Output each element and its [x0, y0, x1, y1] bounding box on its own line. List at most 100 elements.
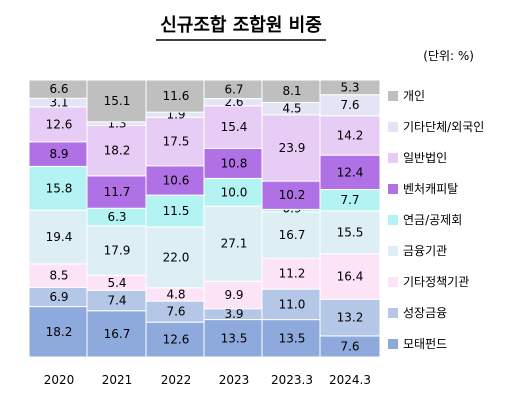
- bar-segment: [145, 79, 207, 113]
- data-label: 3.1: [49, 96, 68, 110]
- bar-segment: [28, 106, 90, 143]
- legend: 개인기타단체/외국인일반법인벤처캐피탈연금/공제회금융기관기타정책기관성장금융모…: [388, 89, 484, 351]
- data-label: 8.1: [282, 84, 301, 98]
- data-label: 10.2: [279, 188, 306, 202]
- data-label: 11.2: [279, 267, 306, 281]
- data-label: 16.4: [337, 270, 364, 284]
- legend-swatch: [388, 246, 398, 256]
- legend-label: 개인: [403, 89, 425, 103]
- data-label: 3.9: [224, 307, 243, 321]
- x-tick-label: 2023.3: [271, 373, 313, 387]
- legend-swatch: [388, 308, 398, 318]
- data-label: 7.4: [107, 293, 126, 307]
- data-label: 19.4: [46, 230, 73, 244]
- x-tick-label: 2024.3: [329, 373, 371, 387]
- bar-segment: [319, 79, 381, 96]
- bar-segment: [86, 225, 148, 276]
- bar-segment: [203, 280, 265, 310]
- bar-segment: [319, 154, 381, 191]
- data-label: 18.2: [46, 325, 73, 339]
- data-label: 7.7: [340, 193, 359, 207]
- legend-swatch: [388, 215, 398, 225]
- legend-label: 기타정책기관: [403, 274, 469, 289]
- data-label: 13.5: [279, 331, 306, 345]
- data-label: 17.5: [163, 135, 190, 149]
- bar-segment: [261, 180, 323, 210]
- data-label: 13.5: [221, 331, 248, 345]
- unit-label: (단위: %): [423, 49, 474, 63]
- bar-segment: [145, 116, 207, 167]
- bar-segment: [28, 141, 90, 167]
- bar-segment: [261, 211, 323, 259]
- bar-segment: [319, 210, 381, 255]
- data-label: 11.6: [163, 89, 190, 103]
- data-label: 10.6: [163, 173, 190, 187]
- data-label: 7.6: [166, 305, 185, 319]
- legend-label: 모태펀드: [403, 337, 447, 351]
- legend-swatch: [388, 91, 398, 101]
- legend-swatch: [388, 184, 398, 194]
- data-label: 12.4: [337, 165, 364, 179]
- data-label: 11.7: [104, 185, 131, 199]
- data-label: 15.1: [104, 94, 131, 108]
- data-label: 18.2: [104, 144, 131, 158]
- bar-segment: [319, 253, 381, 300]
- legend-label: 일반법인: [403, 151, 447, 165]
- data-label: 8.5: [49, 269, 68, 283]
- legend-swatch: [388, 277, 398, 287]
- data-label: 27.1: [221, 237, 248, 251]
- data-label: 22.0: [163, 250, 190, 264]
- data-label: 15.5: [337, 225, 364, 239]
- bar-segment: [261, 257, 323, 290]
- bars-group: 18.2 6.9 8.5 19.4 15.8 8.9 12.6 3.16.6 16.7 7.4 5.…: [28, 79, 381, 358]
- data-label: 13.2: [337, 311, 364, 325]
- bar-segment: [28, 209, 90, 265]
- legend-label: 기타단체/외국인: [403, 120, 484, 134]
- bar-segment: [28, 165, 90, 211]
- data-label: 5.3: [340, 80, 359, 94]
- chart-title: 신규조합 조합원 비중: [160, 14, 322, 36]
- data-label: 5.4: [107, 276, 126, 290]
- legend-label: 금융기관: [403, 244, 447, 258]
- data-label: 12.6: [163, 333, 190, 347]
- bar-segment: [203, 205, 265, 282]
- legend-swatch: [388, 339, 398, 349]
- x-tick-label: 2022: [161, 373, 192, 387]
- data-label: 11.0: [279, 297, 306, 311]
- data-label: 15.8: [46, 181, 73, 195]
- bar-segment: [319, 298, 381, 337]
- data-label: 6.3: [107, 210, 126, 224]
- data-label: 6.9: [49, 290, 68, 304]
- legend-swatch: [388, 122, 398, 132]
- legend-swatch: [388, 153, 398, 163]
- data-label: 4.8: [166, 287, 185, 301]
- data-label: 17.9: [104, 243, 131, 257]
- bar-segment: [319, 115, 381, 156]
- x-axis-labels: 2020 2021 2022 2023 2023.3 2024.3: [44, 373, 371, 387]
- data-label: 11.5: [163, 204, 190, 218]
- data-label: 4.5: [282, 102, 301, 116]
- bar-segment: [86, 124, 148, 177]
- data-label: 12.6: [46, 117, 73, 131]
- x-tick-label: 2020: [44, 373, 75, 387]
- x-tick-label: 2023: [219, 373, 250, 387]
- data-label: 7.6: [340, 339, 359, 353]
- legend-label: 벤처캐피탈: [403, 182, 458, 196]
- data-label: 10.0: [221, 185, 248, 199]
- data-label: 16.7: [279, 228, 306, 242]
- legend-label: 연금/공제회: [403, 213, 462, 227]
- data-label: 8.9: [49, 147, 68, 161]
- data-label: 15.4: [221, 120, 248, 134]
- bar-segment: [145, 226, 207, 289]
- bar-segment: [203, 319, 265, 358]
- data-label: 16.7: [104, 327, 131, 341]
- data-label: 23.9: [279, 141, 306, 155]
- x-tick-label: 2021: [102, 373, 133, 387]
- data-label: 9.9: [224, 288, 243, 302]
- data-label: 6.7: [224, 82, 243, 96]
- legend-label: 성장금융: [403, 306, 447, 320]
- data-label: 6.6: [49, 82, 68, 96]
- bar-segment: [261, 114, 323, 182]
